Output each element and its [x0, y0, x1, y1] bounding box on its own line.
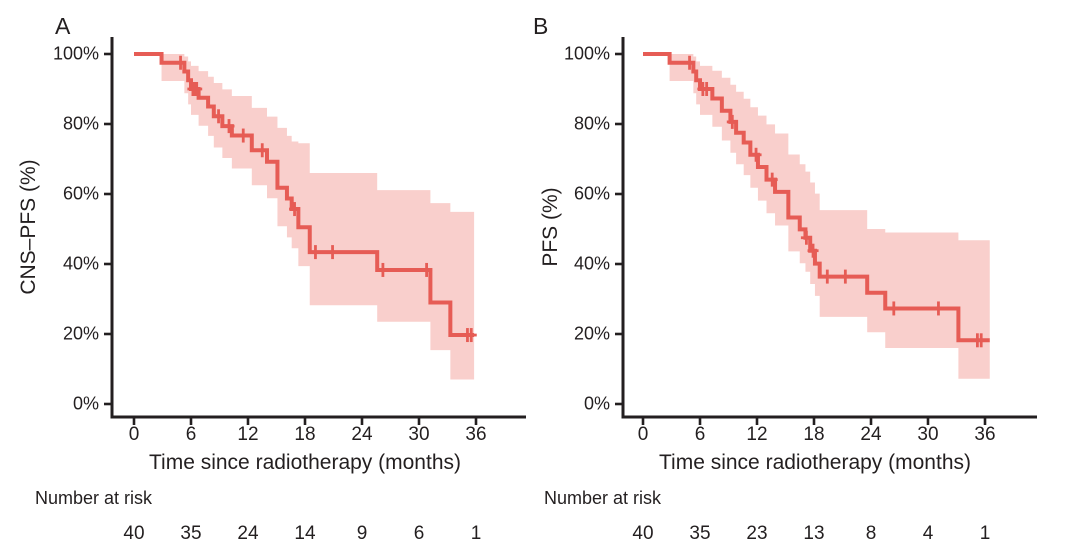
y-tick-label: 60% — [573, 183, 610, 204]
risk-count: 35 — [689, 523, 711, 544]
risk-count: 8 — [865, 523, 877, 544]
y-tick-label: 60% — [62, 183, 99, 204]
risk-count: 13 — [803, 523, 825, 544]
y-tick-label: 20% — [573, 323, 610, 344]
y-tick-label: 80% — [573, 113, 610, 134]
x-tick-label: 0 — [128, 424, 140, 445]
y-tick-label: 20% — [62, 323, 99, 344]
x-tick-label: 18 — [803, 424, 825, 445]
risk-count: 9 — [356, 523, 368, 544]
risk-count: 1 — [979, 523, 991, 544]
panel-a-label: A — [55, 13, 71, 39]
y-tick-label: 80% — [62, 113, 99, 134]
panel-a-x-axis-title: Time since radiotherapy (months) — [148, 451, 462, 474]
risk-count: 35 — [180, 523, 202, 544]
y-tick-label: 40% — [62, 253, 99, 274]
x-tick-label: 30 — [408, 424, 430, 445]
risk-count: 6 — [413, 523, 425, 544]
risk-count: 24 — [237, 523, 259, 544]
panel-a-number-at-risk-header: Number at risk — [35, 488, 153, 508]
panel-b-x-axis-title: Time since radiotherapy (months) — [658, 451, 972, 474]
y-tick-label: 40% — [573, 253, 610, 274]
risk-count: 40 — [123, 523, 145, 544]
x-tick-label: 0 — [637, 424, 649, 445]
y-tick-label: 100% — [52, 43, 99, 64]
panel-b-number-at-risk-header: Number at risk — [544, 488, 662, 508]
risk-count: 1 — [470, 523, 482, 544]
risk-count: 14 — [294, 523, 316, 544]
x-tick-label: 18 — [294, 424, 316, 445]
y-tick-label: 100% — [563, 43, 610, 64]
panel-b-label: B — [533, 13, 549, 39]
x-tick-label: 36 — [974, 424, 996, 445]
x-tick-label: 6 — [694, 424, 706, 445]
x-tick-label: 6 — [185, 424, 197, 445]
survival-curve-panel-b — [643, 52, 990, 343]
risk-count: 23 — [746, 523, 768, 544]
y-tick-label: 0% — [72, 393, 99, 414]
survival-curve-panel-a — [134, 52, 475, 338]
y-tick-label: 0% — [583, 393, 610, 414]
x-tick-label: 24 — [860, 424, 882, 445]
risk-count: 40 — [632, 523, 654, 544]
x-tick-label: 36 — [465, 424, 487, 445]
risk-count: 4 — [922, 523, 934, 544]
x-tick-label: 30 — [917, 424, 939, 445]
x-tick-label: 12 — [237, 424, 259, 445]
x-tick-label: 12 — [746, 424, 768, 445]
x-tick-label: 24 — [351, 424, 373, 445]
confidence-band-panel-b — [669, 54, 990, 379]
